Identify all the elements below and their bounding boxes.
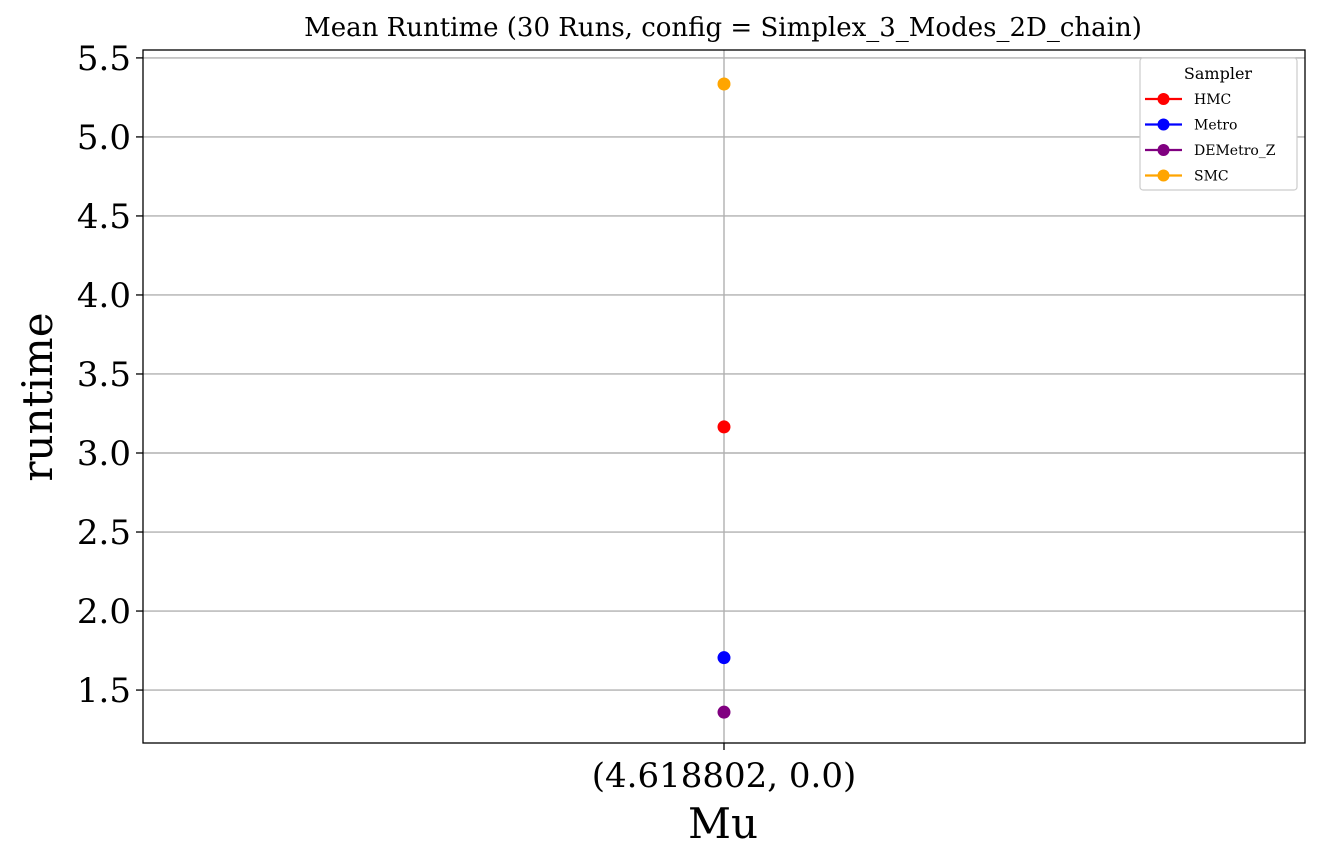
legend-items: HMC Metro DEMetro_Z SMC	[1145, 92, 1276, 185]
legend-label: HMC	[1194, 92, 1231, 108]
legend-label: Metro	[1194, 118, 1237, 134]
data-points	[717, 77, 731, 719]
y-tick-label: 3.0	[77, 434, 131, 474]
legend-item: SMC	[1145, 169, 1229, 185]
legend-item: DEMetro_Z	[1145, 143, 1276, 159]
data-point-demetro-z	[717, 705, 731, 719]
data-point-smc	[717, 77, 731, 91]
y-tick-label: 2.5	[77, 513, 131, 553]
legend-item: HMC	[1145, 92, 1231, 108]
legend-marker	[1157, 93, 1170, 105]
y-tick-label: 2.0	[77, 592, 131, 632]
legend-label: DEMetro_Z	[1194, 143, 1276, 159]
data-point-hmc	[717, 420, 731, 434]
x-axis-ticks: (4.618802, 0.0)	[592, 743, 856, 796]
grid-lines	[143, 50, 1305, 743]
legend-marker	[1157, 118, 1170, 131]
legend-title: Sampler	[1184, 64, 1253, 83]
x-axis-label: Mu	[688, 799, 758, 848]
legend-marker	[1157, 169, 1170, 182]
y-axis-ticks: 1.5 2.0 2.5 3.0 3.5 4.0 4.5 5.0 5.5	[77, 39, 143, 711]
y-tick-label: 5.5	[77, 39, 131, 79]
x-tick-label: (4.618802, 0.0)	[592, 756, 856, 796]
legend-box	[1139, 57, 1298, 191]
y-tick-label: 5.0	[77, 118, 131, 158]
legend-label: SMC	[1194, 169, 1229, 185]
data-point-metro	[717, 651, 731, 665]
legend-item: Metro	[1145, 118, 1237, 134]
y-axis-label: runtime	[13, 312, 62, 481]
plot-frame	[142, 49, 1306, 744]
y-tick-label: 1.5	[77, 671, 131, 711]
chart-title: Mean Runtime (30 Runs, config = Simplex_…	[304, 13, 1142, 43]
legend: Sampler HMC Metro DEMetro_Z SMC	[1139, 57, 1298, 191]
y-tick-label: 4.0	[77, 276, 131, 316]
legend-marker	[1157, 144, 1170, 156]
y-tick-label: 4.5	[77, 197, 131, 237]
y-tick-label: 3.5	[77, 355, 131, 395]
